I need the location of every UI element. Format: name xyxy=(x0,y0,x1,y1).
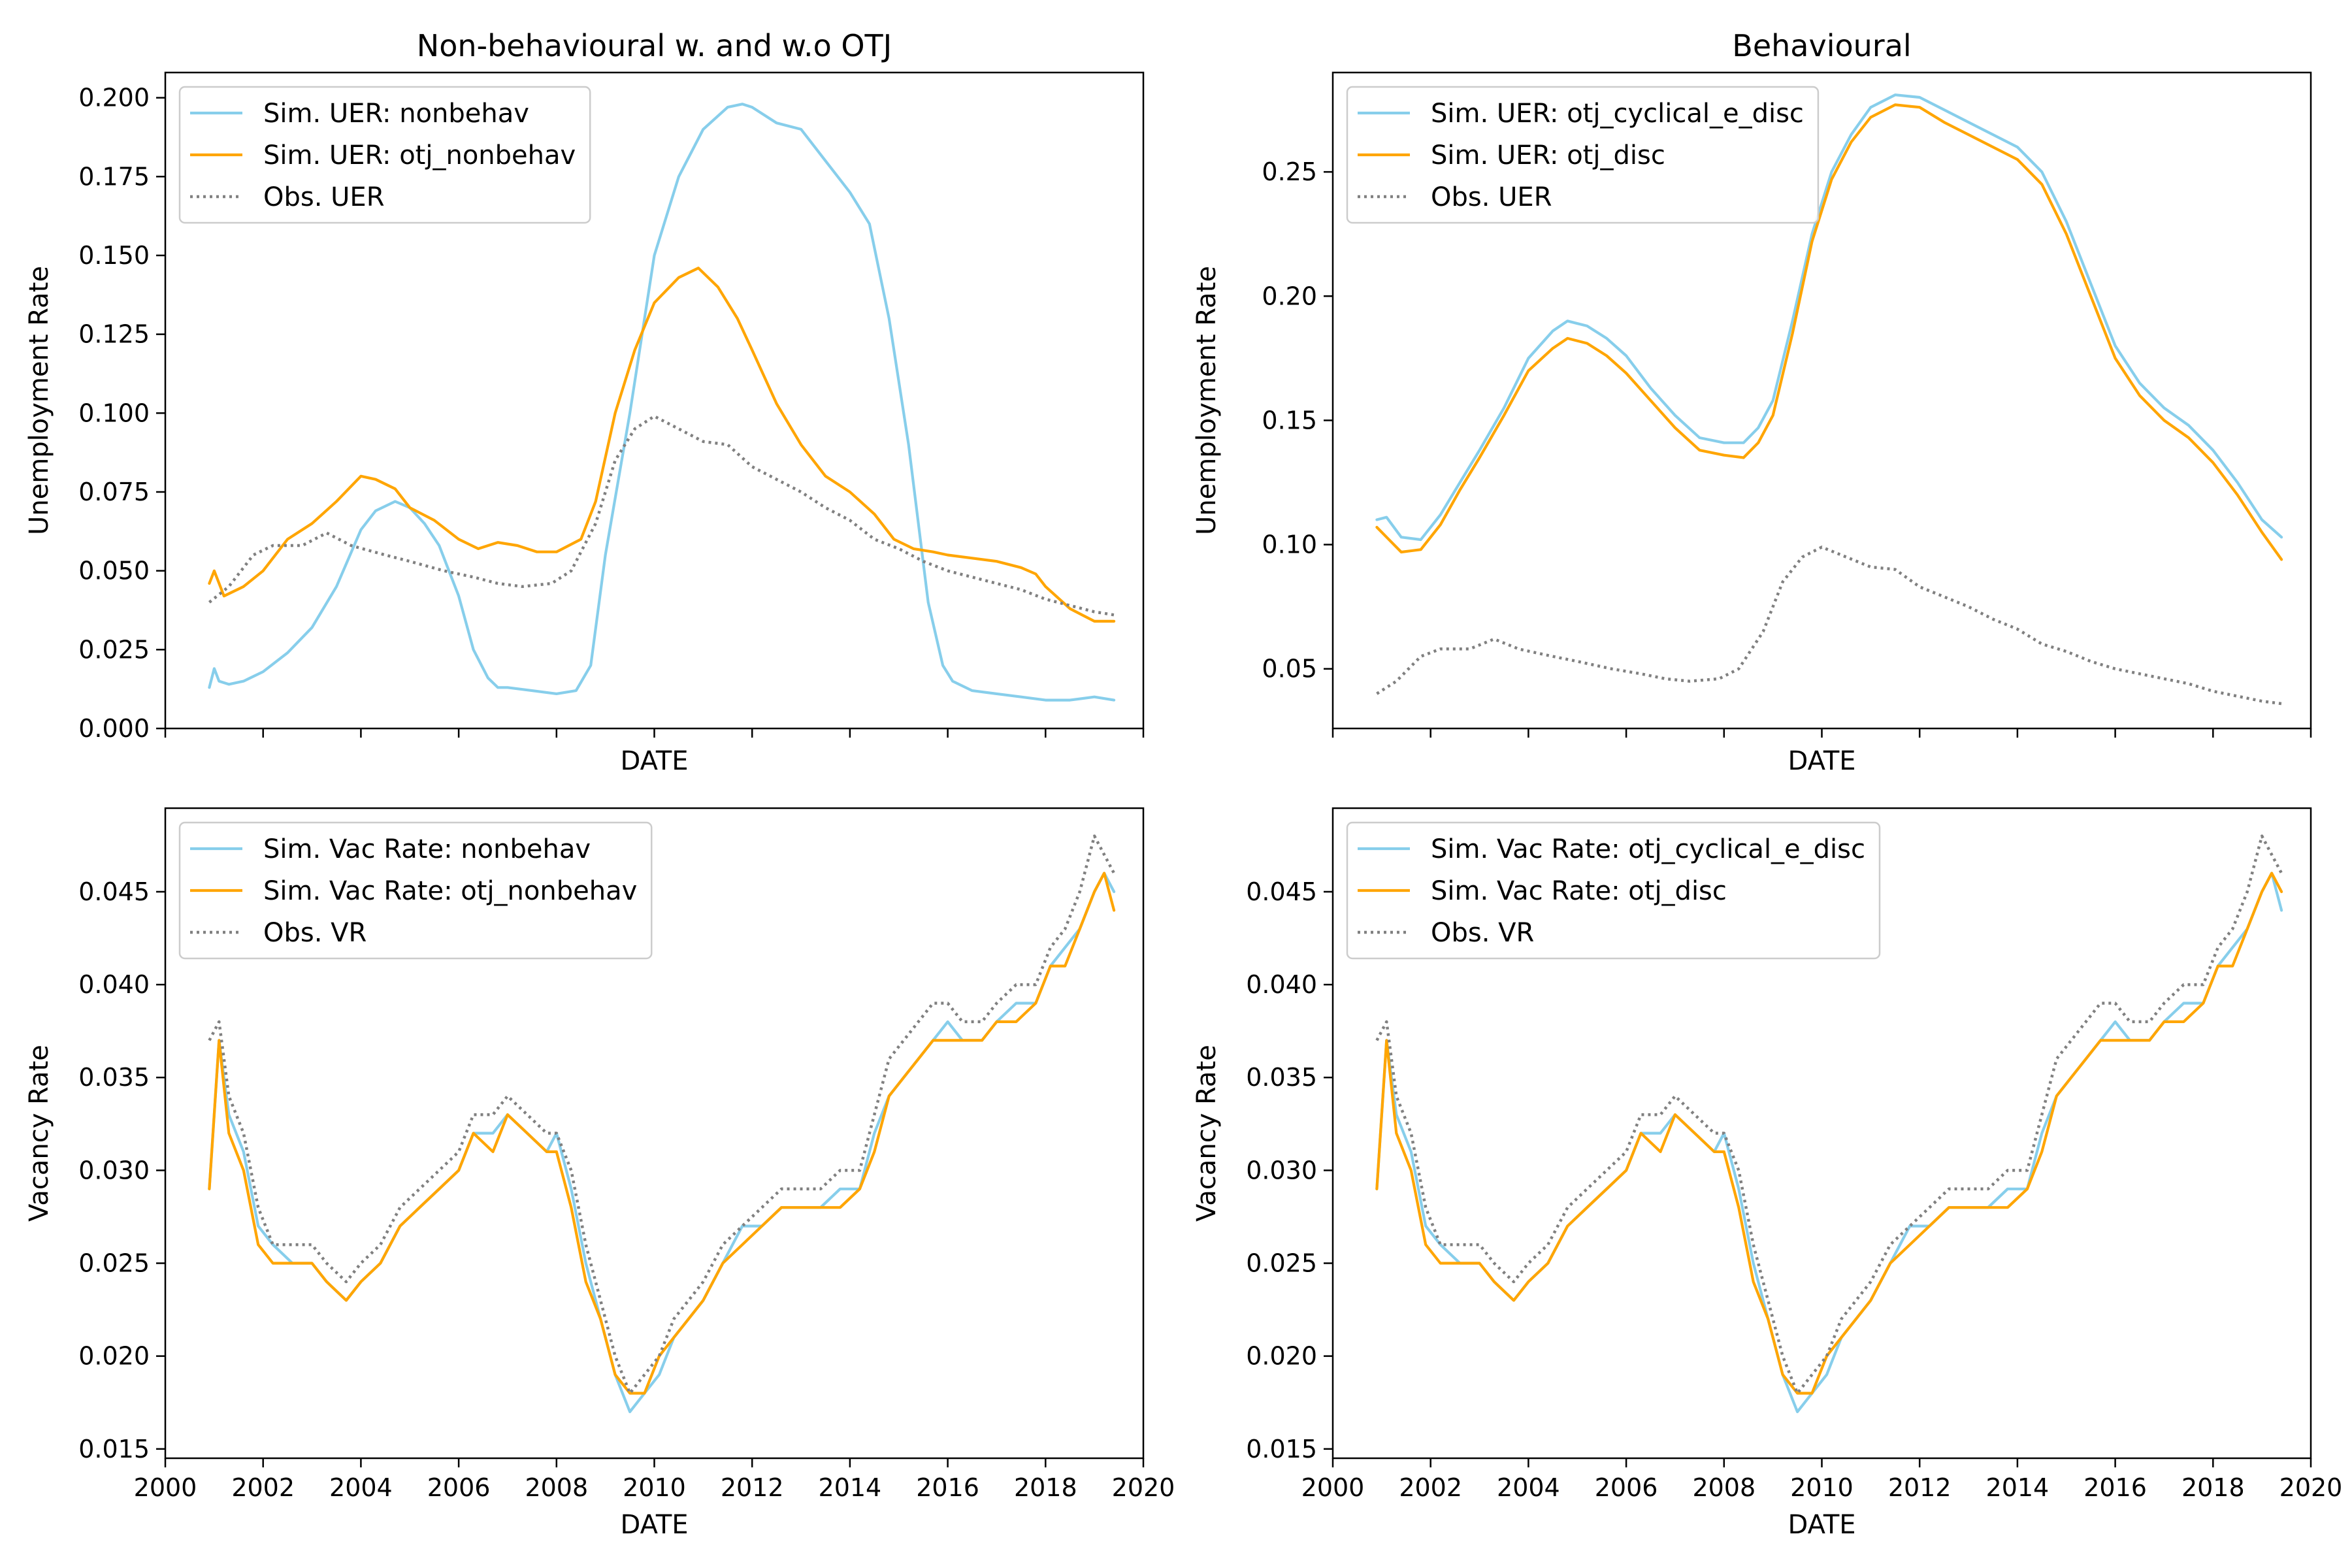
y-tick-label: 0.20 xyxy=(1262,282,1317,310)
legend-label: Sim. UER: otj_cyclical_e_disc xyxy=(1431,99,1804,129)
legend: Sim. Vac Rate: otj_cyclical_e_disc Sim. V… xyxy=(1346,821,1881,960)
legend-label: Sim. Vac Rate: nonbehav xyxy=(263,834,591,864)
series-line-2 xyxy=(208,267,1116,623)
series-line-1 xyxy=(1375,93,2283,542)
legend-box xyxy=(1346,86,1820,224)
chart-panel-4: 2000 2002 2004 2006 2008 2010 2012 2014 2016 2018… xyxy=(1192,807,2343,1540)
series-line-1 xyxy=(208,103,1116,702)
series-line-3 xyxy=(1376,546,2282,706)
y-tick-label: 0.030 xyxy=(1246,1156,1317,1184)
legend-label: Sim. Vac Rate: otj_nonbehav xyxy=(263,876,637,906)
y-tick-label: 0.050 xyxy=(78,557,150,585)
y-tick-label: 0.200 xyxy=(78,84,150,112)
y-tick-label: 0.10 xyxy=(1262,531,1317,559)
y-tick-label: 0.175 xyxy=(78,162,150,191)
legend-label: Obs. UER xyxy=(1431,182,1552,212)
x-tick-label: 2020 xyxy=(2279,1473,2343,1502)
y-tick-label: 0.025 xyxy=(78,1249,150,1278)
legend: Sim. UER: otj_cyclical_e_disc Sim. UER: o… xyxy=(1346,86,1820,224)
legend-box xyxy=(178,86,591,224)
x-tick-label: 2004 xyxy=(1497,1473,1560,1502)
x-tick-label: 2012 xyxy=(1888,1473,1952,1502)
chart-panel-2: 0.05 0.10 0.15 0.20 0.25 DATE Unemployment Rat… xyxy=(1192,28,2312,776)
x-axis-label: DATE xyxy=(620,746,688,776)
y-tick-label: 0.020 xyxy=(78,1342,150,1371)
x-axis-label: DATE xyxy=(1788,746,1855,776)
y-tick-label: 0.035 xyxy=(1246,1063,1317,1092)
y-tick-label: 0.040 xyxy=(1246,970,1317,999)
x-tick-label: 2006 xyxy=(427,1473,491,1502)
x-tick-label: 2014 xyxy=(1986,1473,2050,1502)
legend-box xyxy=(1346,821,1881,960)
x-tick-label: 2012 xyxy=(721,1473,784,1502)
y-tick-label: 0.15 xyxy=(1262,406,1317,434)
y-tick-label: 0.015 xyxy=(78,1435,150,1463)
legend-label: Sim. UER: otj_nonbehav xyxy=(263,140,576,171)
y-tick-label: 0.025 xyxy=(78,635,150,664)
chart-panel-3: 2000 2002 2004 2006 2008 2010 2012 2014 2016 2018… xyxy=(24,807,1175,1540)
series-group xyxy=(208,834,1116,1413)
y-tick-label: 0.100 xyxy=(78,399,150,427)
series-line-2 xyxy=(208,872,1116,1395)
x-tick-label: 2020 xyxy=(1112,1473,1175,1502)
y-tick-label: 0.015 xyxy=(1246,1435,1317,1463)
x-tick-label: 2004 xyxy=(329,1473,393,1502)
y-axis-label: Unemployment Rate xyxy=(1192,266,1222,535)
x-axis-label: DATE xyxy=(1788,1510,1855,1540)
series-line-2 xyxy=(1375,103,2283,561)
y-tick-label: 0.000 xyxy=(78,714,150,743)
x-tick-label: 2014 xyxy=(819,1473,882,1502)
x-tick-label: 2018 xyxy=(1014,1473,1077,1502)
x-tick-label: 2002 xyxy=(231,1473,295,1502)
y-tick-label: 0.125 xyxy=(78,320,150,349)
x-tick-label: 2000 xyxy=(1301,1473,1365,1502)
y-tick-label: 0.25 xyxy=(1262,157,1317,186)
y-tick-label: 0.150 xyxy=(78,241,150,270)
y-axis-label: Unemployment Rate xyxy=(24,266,54,535)
x-tick-label: 2016 xyxy=(916,1473,979,1502)
y-tick-label: 0.020 xyxy=(1246,1342,1317,1371)
series-line-3 xyxy=(208,414,1115,617)
legend: Sim. Vac Rate: nonbehav Sim. Vac Rate: ot… xyxy=(178,821,653,960)
y-tick-label: 0.030 xyxy=(78,1156,150,1184)
y-tick-label: 0.040 xyxy=(78,970,150,999)
series-group xyxy=(208,103,1116,702)
x-tick-label: 2016 xyxy=(2083,1473,2147,1502)
legend-label: Sim. Vac Rate: otj_cyclical_e_disc xyxy=(1431,834,1865,864)
x-tick-label: 2002 xyxy=(1399,1473,1462,1502)
y-tick-label: 0.025 xyxy=(1246,1249,1317,1278)
legend-box xyxy=(178,821,653,960)
y-tick-label: 0.075 xyxy=(78,478,150,506)
x-tick-label: 2010 xyxy=(1790,1473,1854,1502)
y-axis-label: Vacancy Rate xyxy=(1192,1045,1222,1222)
y-tick-label: 0.045 xyxy=(1246,877,1317,906)
x-axis-label: DATE xyxy=(620,1510,688,1540)
legend-label: Sim. Vac Rate: otj_disc xyxy=(1431,876,1727,906)
legend-label: Sim. UER: otj_disc xyxy=(1431,140,1665,171)
y-tick-label: 0.035 xyxy=(78,1063,150,1092)
y-tick-label: 0.05 xyxy=(1262,655,1317,683)
legend-label: Obs. UER xyxy=(263,182,385,212)
chart-title: Behavioural xyxy=(1732,28,1911,63)
x-tick-label: 2008 xyxy=(525,1473,588,1502)
chart-panel-1: 0.000 0.025 0.050 0.075 0.100 0.125 0.150 0.175… xyxy=(24,28,1145,776)
legend-label: Obs. VR xyxy=(263,918,367,948)
x-tick-label: 2006 xyxy=(1595,1473,1658,1502)
series-group xyxy=(1375,834,2283,1413)
y-axis-label: Vacancy Rate xyxy=(24,1045,54,1222)
x-tick-label: 2008 xyxy=(1692,1473,1756,1502)
x-tick-label: 2000 xyxy=(134,1473,197,1502)
legend-label: Obs. VR xyxy=(1431,918,1534,948)
legend: Sim. UER: nonbehav Sim. UER: otj_nonbehav… xyxy=(178,86,591,224)
legend-label: Sim. UER: nonbehav xyxy=(263,99,529,129)
series-group xyxy=(1375,93,2283,706)
y-tick-label: 0.045 xyxy=(78,877,150,906)
x-tick-label: 2018 xyxy=(2181,1473,2245,1502)
series-line-2 xyxy=(1375,872,2283,1395)
x-tick-label: 2010 xyxy=(623,1473,686,1502)
chart-title: Non-behavioural w. and w.o OTJ xyxy=(417,28,892,63)
